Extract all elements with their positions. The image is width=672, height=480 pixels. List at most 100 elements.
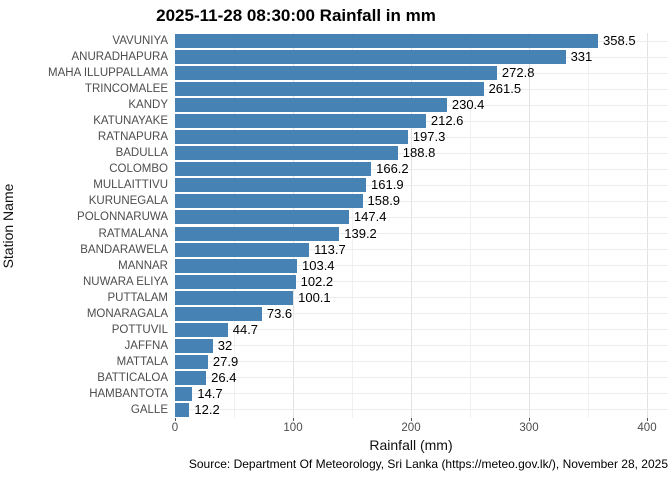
- bar-value-label: 158.9: [367, 193, 401, 209]
- category-label: MATTALA: [116, 355, 168, 368]
- row-gridline: [175, 409, 668, 411]
- minor-gridline: [470, 33, 471, 418]
- major-gridline: [411, 33, 412, 418]
- bar-value-label: 44.7: [232, 321, 259, 337]
- bar: [175, 194, 363, 209]
- chart-title: 2025-11-28 08:30:00 Rainfall in mm: [156, 6, 436, 25]
- category-label: RATNAPURA: [97, 131, 168, 144]
- bar-value-label: 26.4: [211, 369, 237, 385]
- bar-value-label: 261.5: [488, 81, 522, 97]
- category-label: VAVUNIYA: [112, 35, 168, 48]
- category-label: KATUNAYAKE: [93, 115, 168, 128]
- row-gridline: [175, 233, 668, 235]
- bar-value-label: 272.8: [501, 65, 535, 81]
- bar: [175, 178, 367, 193]
- bar-value-label: 27.9: [212, 353, 239, 369]
- bar: [175, 98, 447, 113]
- bar: [175, 130, 408, 145]
- category-label: MULLAITTIVU: [93, 179, 168, 192]
- bar: [175, 242, 310, 257]
- category-label: MAHA ILLUPPALLAMA: [48, 67, 168, 80]
- row-gridline: [175, 200, 668, 202]
- category-label: PUTTALAM: [107, 291, 169, 304]
- row-gridline: [175, 377, 668, 379]
- bar: [175, 306, 262, 321]
- x-tick-mark: [293, 418, 294, 421]
- bar: [175, 402, 190, 417]
- y-axis-title: Station Name: [0, 183, 16, 269]
- bar: [175, 66, 497, 81]
- bar-value-label: 161.9: [371, 177, 404, 193]
- bar: [175, 386, 193, 401]
- x-tick-mark: [175, 418, 176, 421]
- bar: [175, 82, 484, 97]
- x-tick-label: 300: [519, 422, 539, 434]
- category-label: MANNAR: [118, 259, 168, 272]
- bar-value-label: 166.2: [376, 161, 409, 177]
- bar-value-label: 100.1: [298, 289, 331, 305]
- bar: [175, 210, 349, 225]
- row-gridline: [175, 249, 668, 251]
- major-gridline: [293, 33, 294, 418]
- category-label: NUWARA ELIYA: [83, 275, 168, 288]
- bar-value-label: 147.4: [353, 209, 387, 225]
- bar: [175, 162, 372, 177]
- category-label: COLOMBO: [109, 163, 168, 176]
- row-gridline: [175, 152, 668, 154]
- bar: [175, 226, 340, 241]
- x-tick-label: 100: [283, 422, 303, 434]
- x-tick-mark: [411, 418, 412, 421]
- bar: [175, 50, 566, 65]
- bar-value-label: 212.6: [430, 113, 464, 129]
- x-tick-label: 400: [637, 422, 657, 434]
- row-gridline: [175, 297, 668, 299]
- bar-value-label: 230.4: [451, 97, 485, 113]
- bar-value-label: 139.2: [344, 225, 377, 241]
- bar-value-label: 73.6: [266, 305, 293, 321]
- category-label: GALLE: [130, 403, 168, 416]
- plot-panel: 358.5 331 272.8 261.5 230.4 212.6 197.3 188.8 16…: [175, 33, 668, 418]
- x-tick-label: 200: [401, 422, 421, 434]
- bar: [175, 258, 297, 273]
- x-tick-mark: [647, 418, 648, 421]
- row-gridline: [175, 361, 668, 363]
- category-label: HAMBANTOTA: [89, 387, 168, 400]
- category-label: MONARAGALA: [86, 307, 168, 320]
- category-label: TRINCOMALEE: [84, 83, 168, 96]
- row-gridline: [175, 393, 668, 395]
- x-tick-mark: [529, 418, 530, 421]
- bar: [175, 354, 208, 369]
- row-gridline: [175, 184, 668, 186]
- bar-value-label: 14.7: [197, 385, 223, 401]
- bar: [175, 146, 398, 161]
- bar: [175, 290, 294, 305]
- minor-gridline: [588, 33, 589, 418]
- category-label: RATMALANA: [98, 227, 168, 240]
- category-label: POLONNARUWA: [77, 211, 168, 224]
- bar-value-label: 197.3: [412, 129, 446, 145]
- category-label: BATTICALOA: [97, 371, 168, 384]
- row-gridline: [175, 136, 668, 138]
- row-gridline: [175, 345, 668, 347]
- minor-gridline: [352, 33, 353, 418]
- bar: [175, 338, 213, 353]
- bar-value-label: 32: [217, 337, 233, 353]
- major-gridline: [647, 33, 648, 418]
- category-label: BANDARAWELA: [80, 243, 168, 256]
- bar: [175, 322, 228, 337]
- row-gridline: [175, 216, 668, 218]
- bar-value-label: 331: [570, 49, 593, 65]
- row-gridline: [175, 313, 668, 315]
- row-gridline: [175, 168, 668, 170]
- bar: [175, 114, 426, 129]
- major-gridline: [529, 33, 530, 418]
- bar-value-label: 188.8: [402, 145, 436, 161]
- category-label: KURUNEGALA: [88, 195, 168, 208]
- bar-value-label: 103.4: [302, 257, 335, 273]
- row-gridline: [175, 281, 668, 283]
- minor-gridline: [234, 33, 235, 418]
- bar-value-label: 12.2: [194, 401, 220, 417]
- bar-value-label: 113.7: [314, 241, 346, 257]
- category-label: POTTUVIL: [111, 323, 168, 336]
